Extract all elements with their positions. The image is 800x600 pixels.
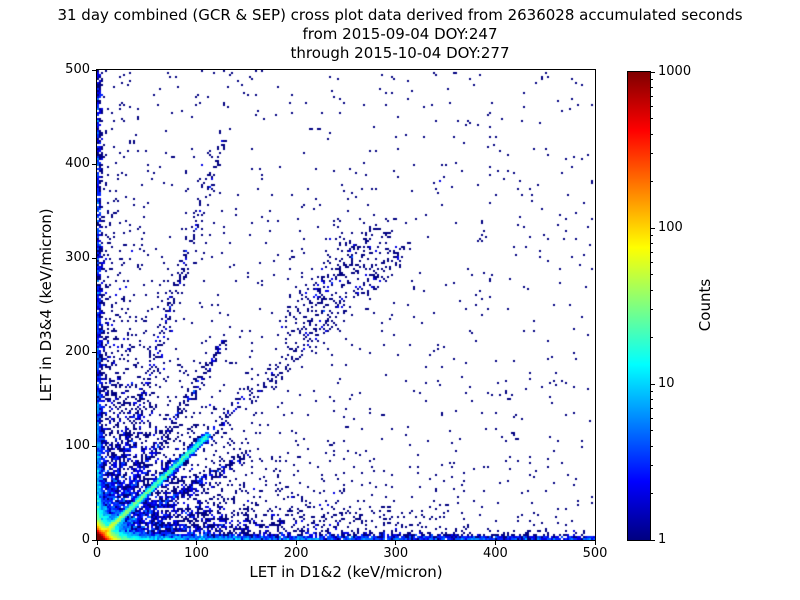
colorbar-minor-tick [651, 78, 653, 80]
y-tick [92, 445, 96, 447]
y-axis-label: LET in D3&4 (keV/micron) [37, 208, 55, 402]
plot-area [96, 69, 596, 541]
colorbar-minor-tick [651, 118, 653, 120]
y-tick-label: 200 [65, 344, 90, 359]
colorbar-minor-tick [651, 309, 653, 311]
scatter-canvas [97, 70, 595, 540]
x-tick-label: 500 [582, 546, 608, 561]
x-tick-label: 400 [482, 546, 508, 561]
colorbar-minor-tick [651, 262, 653, 264]
colorbar-minor-tick [651, 106, 653, 108]
x-tick [96, 541, 98, 545]
title-line-3: through 2015-10-04 DOY:277 [290, 44, 510, 62]
colorbar-minor-tick [651, 153, 653, 155]
colorbar-minor-tick [651, 289, 653, 291]
y-tick-label: 100 [65, 438, 90, 453]
x-axis-label: LET in D1&2 (keV/micron) [249, 563, 443, 581]
x-tick-label: 100 [184, 546, 209, 561]
y-tick-label: 0 [81, 532, 90, 547]
y-tick-label: 400 [65, 156, 90, 171]
colorbar-minor-tick [651, 492, 653, 494]
colorbar [627, 71, 651, 541]
colorbar-minor-tick [651, 180, 653, 182]
colorbar-label: Counts [696, 278, 714, 332]
x-tick [494, 541, 496, 545]
colorbar-minor-tick [651, 274, 653, 276]
y-tick-label: 500 [65, 62, 90, 77]
colorbar-minor-tick [651, 336, 653, 338]
colorbar-minor-tick [651, 430, 653, 432]
chart-title: 31 day combined (GCR & SEP) cross plot d… [0, 6, 800, 63]
x-tick-label: 300 [383, 546, 409, 561]
colorbar-minor-tick [651, 398, 653, 400]
colorbar-minor-tick [651, 418, 653, 420]
colorbar-minor-tick [651, 390, 653, 392]
colorbar-minor-tick [651, 242, 653, 244]
colorbar-minor-tick [651, 95, 653, 97]
title-line-1: 31 day combined (GCR & SEP) cross plot d… [57, 6, 743, 24]
colorbar-tick-label: 100 [658, 220, 683, 235]
y-tick [92, 539, 96, 541]
colorbar-minor-tick [651, 86, 653, 88]
x-tick-label: 0 [92, 546, 102, 561]
y-tick [92, 69, 96, 71]
colorbar-tick-label: 1 [658, 532, 667, 547]
y-tick [92, 257, 96, 259]
x-tick [295, 541, 297, 545]
colorbar-tick [651, 71, 655, 73]
x-tick [395, 541, 397, 545]
colorbar-tick [651, 383, 655, 385]
title-line-2: from 2015-09-04 DOY:247 [302, 25, 498, 43]
colorbar-tick-label: 10 [658, 376, 675, 391]
y-tick-label: 300 [65, 250, 90, 265]
colorbar-tick-label: 1000 [658, 64, 692, 79]
colorbar-minor-tick [651, 133, 653, 135]
colorbar-minor-tick [651, 407, 653, 409]
colorbar-minor-tick [651, 465, 653, 467]
colorbar-minor-tick [651, 251, 653, 253]
x-tick-label: 200 [283, 546, 309, 561]
colorbar-minor-tick [651, 445, 653, 447]
y-tick [92, 351, 96, 353]
x-tick [196, 541, 198, 545]
colorbar-tick [651, 539, 655, 541]
y-tick [92, 163, 96, 165]
colorbar-tick [651, 227, 655, 229]
x-tick [594, 541, 596, 545]
colorbar-minor-tick [651, 234, 653, 236]
